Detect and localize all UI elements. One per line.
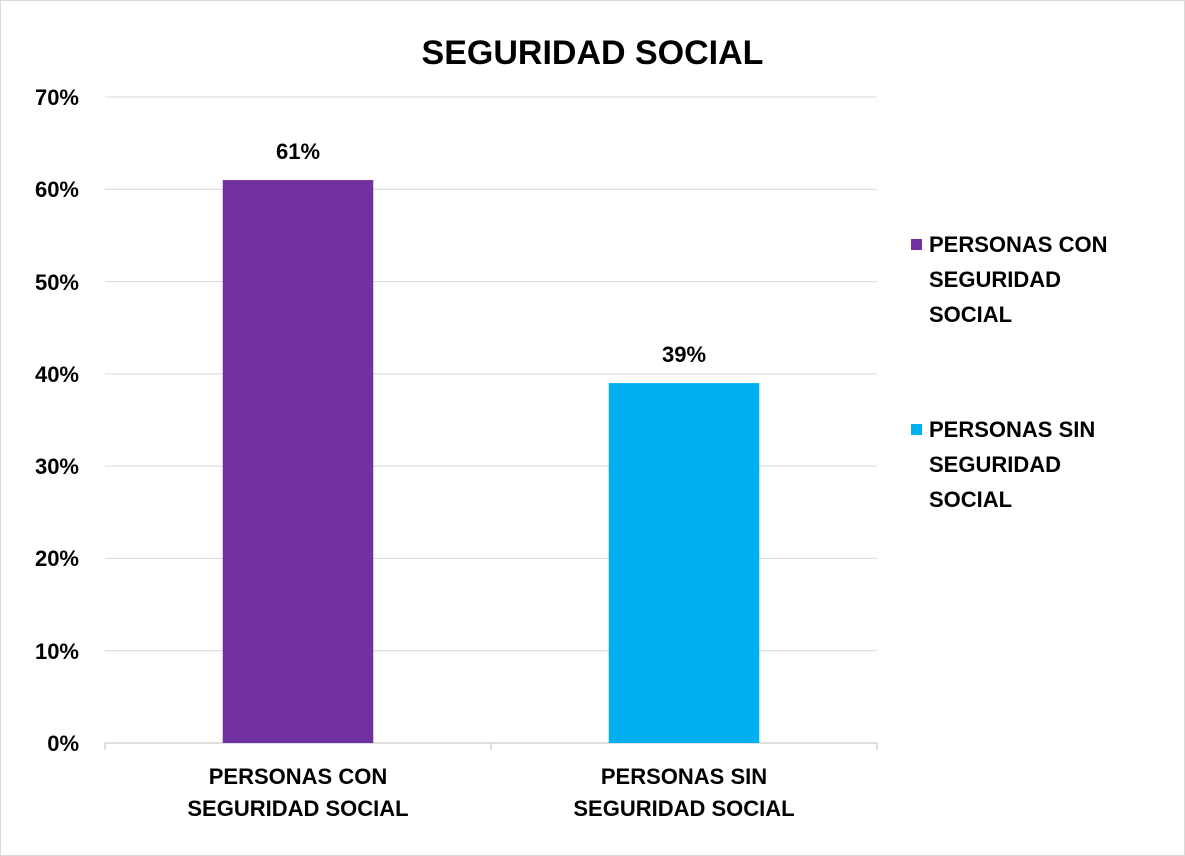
y-tick-label: 40% bbox=[34, 361, 79, 387]
legend-marker bbox=[911, 239, 922, 250]
chart-title: SEGURIDAD SOCIAL bbox=[421, 34, 764, 72]
y-tick-label: 0% bbox=[47, 731, 79, 756]
legend-marker bbox=[911, 424, 922, 435]
data-label: 61% bbox=[275, 139, 321, 165]
y-tick-label: 70% bbox=[34, 85, 79, 110]
y-tick-label: 60% bbox=[34, 177, 79, 203]
x-tick-label: PERSONAS SIN SEGURIDAD SOCIAL bbox=[573, 764, 795, 821]
bar bbox=[608, 383, 760, 743]
x-tick-label: PERSONAS CON SEGURIDAD SOCIAL bbox=[187, 764, 409, 821]
legend-label: PERSONAS CON SEGURIDAD SOCIAL bbox=[929, 232, 1108, 327]
y-tick-label: 10% bbox=[34, 638, 79, 664]
legend-label: PERSONAS SIN SEGURIDAD SOCIAL bbox=[929, 417, 1096, 512]
bar bbox=[222, 180, 374, 744]
y-tick-label: 30% bbox=[34, 454, 79, 480]
y-tick-label: 20% bbox=[34, 546, 79, 572]
data-label: 39% bbox=[661, 342, 707, 368]
y-tick-label: 50% bbox=[34, 269, 79, 295]
